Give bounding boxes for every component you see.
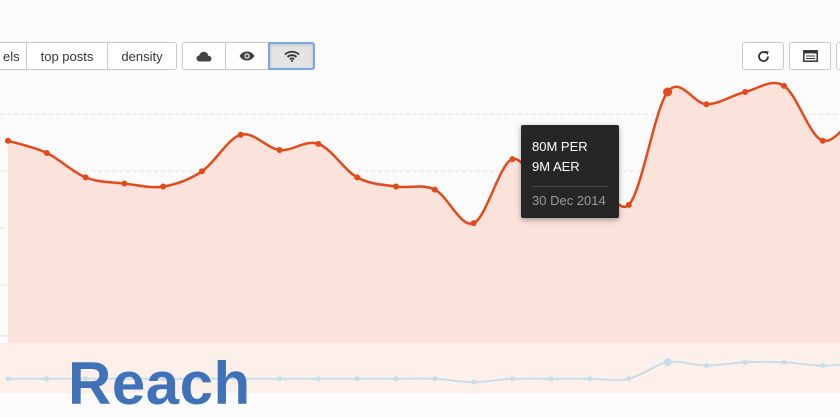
- per-point[interactable]: [663, 87, 673, 97]
- section-title: Reach: [68, 350, 251, 417]
- tab-density[interactable]: density: [107, 42, 177, 70]
- aer-point[interactable]: [820, 363, 826, 369]
- aer-point[interactable]: [471, 379, 477, 385]
- per-point[interactable]: [121, 180, 128, 187]
- calendar-group: [789, 42, 831, 70]
- cloud-icon: [196, 51, 212, 62]
- aer-point[interactable]: [315, 376, 321, 382]
- refresh-button[interactable]: [742, 42, 784, 70]
- per-point[interactable]: [5, 137, 11, 144]
- calendar-button[interactable]: [789, 42, 831, 70]
- more-button[interactable]: [836, 42, 840, 70]
- aer-point[interactable]: [663, 358, 672, 367]
- aer-band: [0, 343, 840, 393]
- aer-point[interactable]: [44, 376, 50, 382]
- per-point[interactable]: [470, 220, 477, 227]
- aer-point[interactable]: [199, 376, 205, 382]
- per-point[interactable]: [354, 174, 361, 181]
- refresh-group: [742, 42, 784, 70]
- per-area: [8, 83, 840, 343]
- signal-view-button[interactable]: [268, 42, 315, 70]
- aer-point[interactable]: [509, 376, 515, 382]
- tab-label: density: [121, 48, 163, 64]
- per-point[interactable]: [315, 140, 322, 147]
- eye-icon: [239, 51, 255, 61]
- per-point[interactable]: [199, 168, 205, 175]
- cloud-view-button[interactable]: [182, 42, 226, 70]
- aer-point[interactable]: [5, 376, 11, 382]
- aer-point[interactable]: [742, 359, 748, 365]
- tooltip-date: 30 Dec 2014: [532, 193, 606, 208]
- per-point[interactable]: [781, 82, 787, 89]
- per-point[interactable]: [819, 137, 826, 144]
- aer-point[interactable]: [626, 376, 632, 382]
- aer-point[interactable]: [83, 376, 89, 382]
- per-point[interactable]: [509, 156, 516, 163]
- aer-point[interactable]: [160, 376, 166, 382]
- refresh-icon: [757, 50, 770, 63]
- tooltip-per: 80M PER: [532, 139, 588, 154]
- per-point[interactable]: [82, 174, 89, 181]
- per-point[interactable]: [625, 201, 632, 208]
- tab-label: els: [3, 48, 20, 64]
- per-point[interactable]: [393, 183, 399, 190]
- per-point[interactable]: [237, 131, 244, 138]
- reach-view-button[interactable]: [225, 42, 269, 70]
- aer-point[interactable]: [548, 376, 554, 382]
- aer-point[interactable]: [277, 376, 283, 382]
- tab-label: top posts: [40, 48, 94, 64]
- view-tabs: els top posts density: [0, 42, 177, 70]
- tab-top-posts[interactable]: top posts: [26, 42, 108, 70]
- aer-point[interactable]: [587, 376, 593, 382]
- aer-point[interactable]: [354, 376, 360, 382]
- per-point[interactable]: [160, 183, 167, 190]
- aer-point[interactable]: [121, 376, 127, 382]
- aer-point[interactable]: [703, 363, 709, 369]
- more-group: [836, 42, 840, 70]
- chart-tooltip: 80M PER 9M AER 30 Dec 2014: [521, 125, 619, 218]
- per-point[interactable]: [43, 150, 50, 156]
- reach-chart: [0, 81, 840, 393]
- aer-point[interactable]: [393, 376, 399, 382]
- per-point[interactable]: [703, 101, 710, 108]
- calendar-icon: [802, 50, 818, 62]
- tab-channels[interactable]: els: [0, 42, 27, 70]
- tooltip-divider: [532, 186, 608, 187]
- per-point[interactable]: [431, 186, 438, 193]
- aer-point[interactable]: [432, 376, 438, 382]
- tooltip-aer: 9M AER: [532, 159, 580, 174]
- per-point[interactable]: [742, 89, 749, 95]
- wifi-icon: [283, 50, 300, 62]
- view-mode-group: [182, 42, 315, 70]
- toolbar: els top posts density: [0, 42, 840, 70]
- per-point[interactable]: [276, 146, 283, 153]
- aer-point[interactable]: [781, 359, 787, 365]
- aer-point[interactable]: [238, 376, 244, 382]
